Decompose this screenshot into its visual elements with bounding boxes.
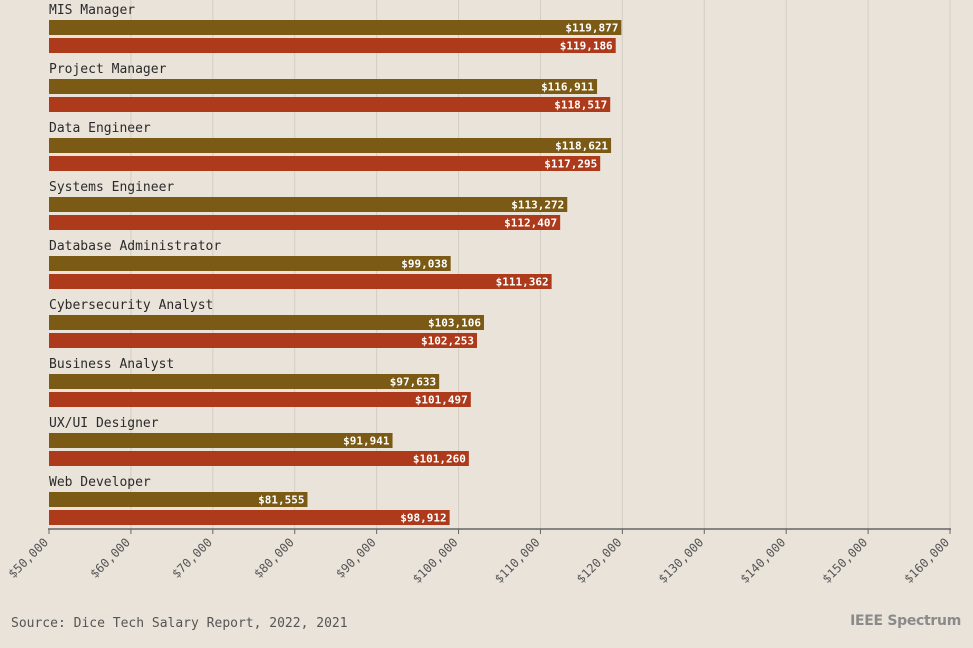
value-label: $119,877 xyxy=(565,22,618,35)
bar xyxy=(49,79,598,94)
bar xyxy=(49,20,622,35)
tick-label: $160,000 xyxy=(901,535,952,586)
category-label: Database Administrator xyxy=(49,239,221,254)
value-label: $102,253 xyxy=(421,335,474,348)
bar xyxy=(49,451,469,466)
value-label: $97,633 xyxy=(390,376,436,389)
x-axis: $50,000 $60,000 $70,000 $80,000 $90,000 $100,… xyxy=(5,528,952,586)
bar xyxy=(49,197,568,212)
bar xyxy=(49,433,393,448)
value-label: $101,260 xyxy=(413,453,466,466)
bar xyxy=(49,97,611,112)
tick-label: $60,000 xyxy=(87,535,133,581)
bar xyxy=(49,156,601,171)
tick-label: $70,000 xyxy=(169,535,215,581)
value-label: $99,038 xyxy=(401,258,447,271)
bar xyxy=(49,256,451,271)
bars: MIS Manager $119,877 $119,186 Project Manag… xyxy=(49,3,622,525)
ieee-spectrum-logo: IEEE Spectrum xyxy=(850,613,961,629)
value-label: $112,407 xyxy=(504,217,557,230)
category-label: UX/UI Designer xyxy=(49,416,159,431)
tick-label: $110,000 xyxy=(492,535,543,586)
value-label: $98,912 xyxy=(400,512,446,525)
value-label: $111,362 xyxy=(496,276,549,289)
tick-label: $50,000 xyxy=(5,535,51,581)
value-label: $81,555 xyxy=(258,494,304,507)
tick-label: $120,000 xyxy=(574,535,625,586)
bar xyxy=(49,138,612,153)
category-label: Systems Engineer xyxy=(49,180,174,195)
value-label: $101,497 xyxy=(415,394,468,407)
bar xyxy=(49,274,552,289)
tick-label: $100,000 xyxy=(410,535,461,586)
category-label: Business Analyst xyxy=(49,357,174,372)
source-note: Source: Dice Tech Salary Report, 2022, 2… xyxy=(11,616,348,631)
bar xyxy=(49,315,484,330)
bar xyxy=(49,492,308,507)
value-label: $119,186 xyxy=(560,40,613,53)
category-label: Project Manager xyxy=(49,62,167,77)
value-label: $103,106 xyxy=(428,317,481,330)
bar xyxy=(49,215,561,230)
tick-label: $80,000 xyxy=(251,535,297,581)
bar xyxy=(49,510,450,525)
tick-label: $90,000 xyxy=(333,535,379,581)
bar xyxy=(49,374,440,389)
tick-label: $130,000 xyxy=(656,535,707,586)
value-label: $116,911 xyxy=(541,81,594,94)
value-label: $118,621 xyxy=(555,140,608,153)
value-label: $117,295 xyxy=(544,158,597,171)
value-label: $91,941 xyxy=(343,435,390,448)
category-label: MIS Manager xyxy=(49,3,135,18)
bar xyxy=(49,333,477,348)
value-label: $118,517 xyxy=(554,99,607,112)
value-label: $113,272 xyxy=(511,199,564,212)
bar xyxy=(49,38,616,53)
tick-label: $140,000 xyxy=(738,535,789,586)
category-label: Web Developer xyxy=(49,475,151,490)
category-label: Data Engineer xyxy=(49,121,151,136)
tick-label: $150,000 xyxy=(819,535,870,586)
bar xyxy=(49,392,471,407)
category-label: Cybersecurity Analyst xyxy=(49,298,213,313)
